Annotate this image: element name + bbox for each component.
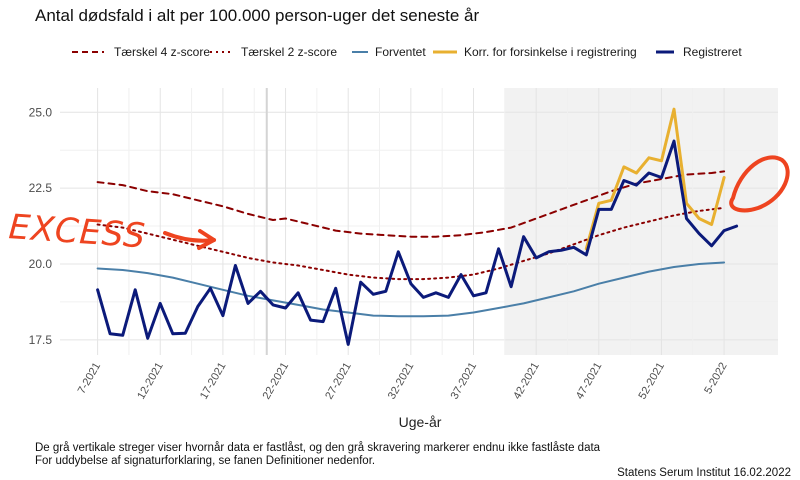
series-expected-line <box>96 261 726 318</box>
legend-item-registered: Registreret <box>656 45 742 59</box>
y-tick-label: 25.0 <box>29 105 53 119</box>
legend-label-threshold-2: Tærskel 2 z-score <box>241 45 337 59</box>
x-tick-label: 7-2021 <box>76 361 104 397</box>
x-tick-label: 5-2022 <box>702 361 730 397</box>
source-credit: Statens Serum Institut 16.02.2022 <box>617 467 791 479</box>
excess-annotation: EXCESS <box>7 155 790 257</box>
x-tick-label: 32-2021 <box>386 361 417 402</box>
excess-annotation-text: EXCESS <box>7 207 147 256</box>
legend-label-registered: Registreret <box>683 45 742 59</box>
legend-label-threshold-4: Tærskel 4 z-score <box>114 45 210 59</box>
legend-item-expected: Forventet <box>352 45 426 59</box>
note-line-1: De grå vertikale streger viser hvornår d… <box>35 442 601 454</box>
excess-arrow-head <box>197 229 216 250</box>
legend-item-threshold-2: Tærskel 2 z-score <box>210 45 337 59</box>
series-threshold-4-line <box>96 170 726 238</box>
note-line-2: For uddybelse af signaturforklaring, se … <box>35 455 375 467</box>
series-registered-line <box>96 139 739 346</box>
x-tick-label: 22-2021 <box>261 361 292 402</box>
y-tick-label: 22.5 <box>29 181 53 195</box>
legend-label-corrected: Korr. for forsinkelse i registrering <box>464 45 637 59</box>
x-axis-title: Uge-år <box>399 414 442 430</box>
y-tick-label: 17.5 <box>29 333 53 347</box>
x-tick-label: 52-2021 <box>636 361 667 402</box>
x-tick-label: 47-2021 <box>574 361 605 402</box>
excess-circle-mark <box>729 155 790 213</box>
x-tick-label: 27-2021 <box>323 361 354 402</box>
x-tick-label: 12-2021 <box>135 361 166 402</box>
legend: Tærskel 4 z-score Tærskel 2 z-score Forv… <box>72 45 742 59</box>
y-tick-label: 20.0 <box>29 257 53 271</box>
series-corrected-line <box>584 107 726 251</box>
x-tick-label: 37-2021 <box>449 360 480 401</box>
legend-label-expected: Forventet <box>375 45 426 59</box>
series-threshold-2-line <box>96 206 726 281</box>
chart-title: Antal dødsfald i alt per 100.000 person-… <box>35 6 480 25</box>
legend-item-corrected: Korr. for forsinkelse i registrering <box>433 45 637 59</box>
x-tick-label: 42-2021 <box>511 361 542 402</box>
x-tick-label: 17-2021 <box>198 361 229 402</box>
legend-item-threshold-4: Tærskel 4 z-score <box>72 45 210 59</box>
non-final-shade <box>504 88 778 355</box>
